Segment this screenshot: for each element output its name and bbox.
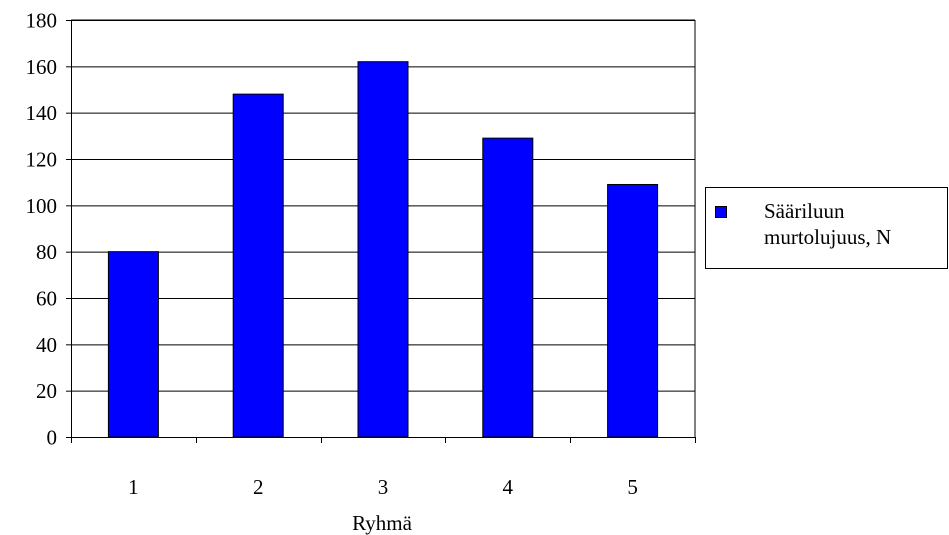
bar-4	[482, 137, 534, 438]
bar-1	[107, 251, 159, 438]
legend-swatch	[715, 206, 727, 218]
y-tick-label: 40	[36, 333, 57, 357]
y-tick-label: 120	[26, 148, 58, 172]
y-tick-label: 100	[26, 194, 58, 218]
y-tick-label: 20	[36, 379, 57, 403]
bar-5	[607, 183, 659, 438]
x-axis-title: Ryhmä	[352, 511, 413, 535]
legend: Sääriluun murtolujuus, N	[705, 187, 948, 269]
axes	[66, 19, 696, 443]
bars	[107, 61, 659, 438]
y-tick-label: 60	[36, 287, 57, 311]
bar-3	[357, 61, 409, 438]
y-tick-label: 180	[26, 9, 58, 33]
x-tick-label: 5	[627, 475, 638, 499]
x-tick-label: 1	[128, 475, 139, 499]
y-tick-label: 140	[26, 101, 58, 125]
y-tick-labels: 0 20 40 60 80 100 120 140 160 180	[26, 9, 58, 450]
x-tick-label: 2	[253, 475, 264, 499]
legend-label: Sääriluun murtolujuus, N	[764, 199, 892, 249]
y-tick-label: 160	[26, 55, 58, 79]
y-tick-label: 80	[36, 240, 57, 264]
x-tick-label: 3	[378, 475, 389, 499]
bar-2	[232, 93, 284, 438]
y-tick-label: 0	[47, 426, 58, 450]
x-tick-label: 4	[503, 475, 514, 499]
x-tick-labels: 1 2 3 4 5	[128, 475, 638, 499]
